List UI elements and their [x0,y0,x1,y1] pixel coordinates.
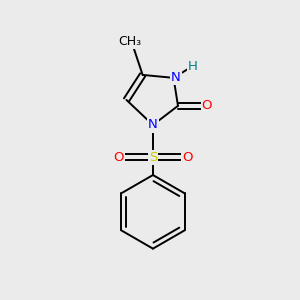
Text: H: H [188,60,198,73]
Text: N: N [171,71,181,84]
Text: S: S [149,151,157,164]
Text: CH₃: CH₃ [118,35,142,48]
Text: O: O [182,151,193,164]
Text: O: O [202,99,212,112]
Text: O: O [113,151,124,164]
Text: N: N [148,118,158,131]
